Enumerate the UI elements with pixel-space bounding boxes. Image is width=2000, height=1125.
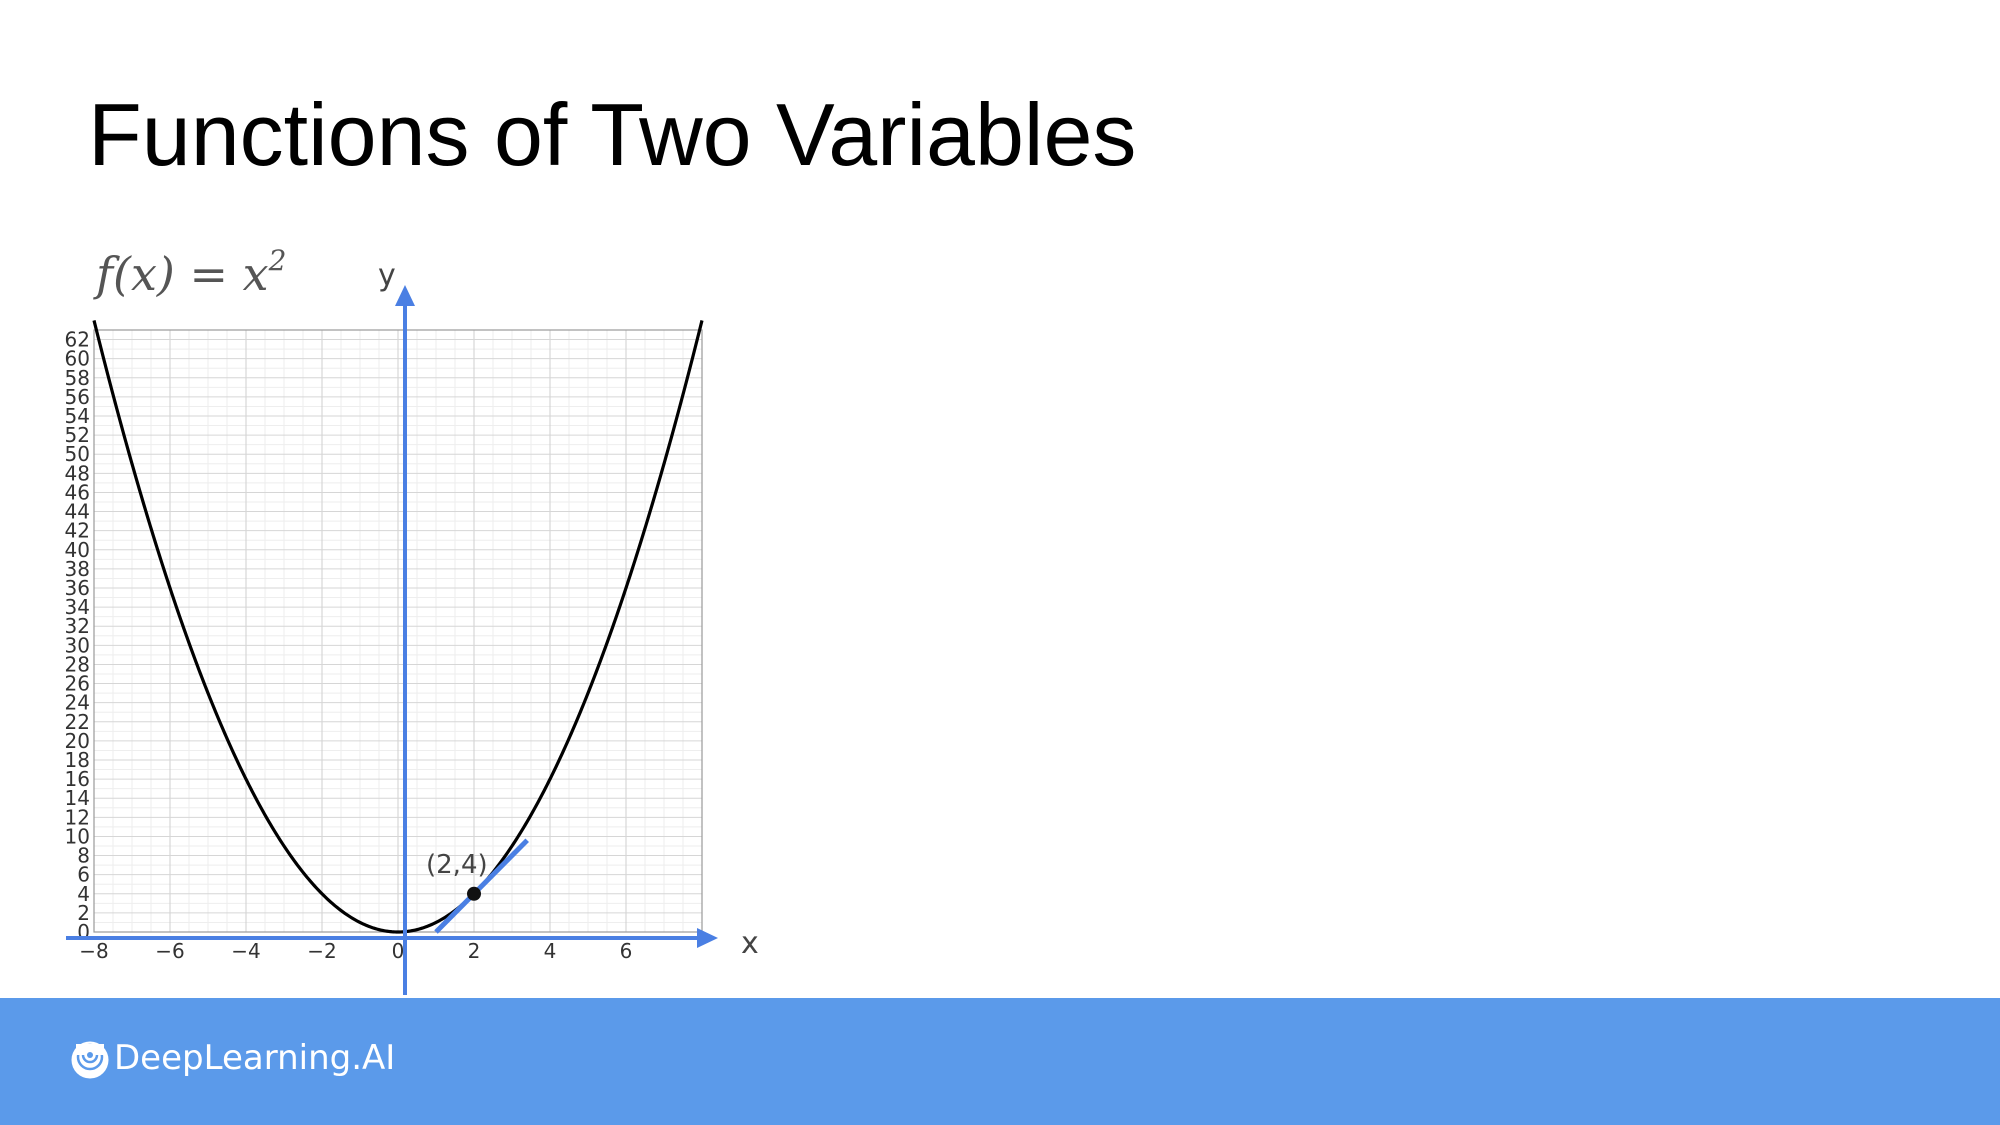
y-tick-label: 18 <box>65 748 90 772</box>
x-tick-label: −2 <box>307 939 336 963</box>
y-tick-label: 56 <box>65 385 90 409</box>
y-tick-label: 48 <box>65 461 90 485</box>
x-tick-label: −4 <box>231 939 260 963</box>
y-tick-label: 54 <box>65 404 90 428</box>
x-axis-arrowhead <box>697 928 718 948</box>
function-label-exponent: 2 <box>268 244 287 277</box>
y-tick-label: 14 <box>65 786 90 810</box>
y-tick-label: 58 <box>65 366 90 390</box>
point-label: (2,4) <box>426 850 488 880</box>
y-axis-label: y <box>378 258 396 293</box>
brand-name: DeepLearning.AI <box>114 1038 396 1078</box>
x-tick-label: −8 <box>79 939 108 963</box>
y-tick-label: 60 <box>65 347 90 371</box>
y-tick-label: 40 <box>65 538 90 562</box>
slide-title: Functions of Two Variables <box>88 85 1137 184</box>
function-label-body: (x) = x <box>113 247 269 301</box>
y-tick-label: 44 <box>65 500 90 524</box>
x-tick-label: −6 <box>155 939 184 963</box>
y-tick-label: 28 <box>65 652 90 676</box>
x-tick-labels: −8 −6 −4 −2 0 2 4 6 <box>79 939 632 963</box>
x-axis-label: x <box>741 926 759 961</box>
x-tick-label: 4 <box>544 939 557 963</box>
y-tick-label: 12 <box>65 805 90 829</box>
y-tick-label: 62 <box>65 328 90 352</box>
x-tick-label: 0 <box>392 939 405 963</box>
tangent-line <box>434 838 529 934</box>
y-tick-label: 36 <box>65 576 90 600</box>
y-tick-label: 46 <box>65 480 90 504</box>
y-tick-label: 8 <box>77 844 90 868</box>
y-tick-label: 30 <box>65 633 90 657</box>
deeplearning-logo-icon <box>71 1041 109 1079</box>
y-tick-label: 38 <box>65 557 90 581</box>
y-tick-label: 42 <box>65 519 90 543</box>
y-tick-label: 26 <box>65 672 90 696</box>
y-tick-label: 22 <box>65 710 90 734</box>
y-tick-label: 24 <box>65 691 90 715</box>
y-axis-arrowhead <box>395 285 415 306</box>
series-curve-x-squared <box>92 320 704 934</box>
x-tick-label: 6 <box>620 939 633 963</box>
x-tick-label: 2 <box>468 939 481 963</box>
y-tick-label: 4 <box>77 882 90 906</box>
data-point-2-4 <box>467 886 481 901</box>
y-tick-label: 20 <box>65 729 90 753</box>
function-label: f(x) = x2 <box>93 244 286 301</box>
y-tick-label: 32 <box>65 614 90 638</box>
chart: f(x) = x2 024681012141618202224262830323… <box>65 244 759 995</box>
y-tick-label: 52 <box>65 423 90 447</box>
y-tick-label: 16 <box>65 767 90 791</box>
y-tick-label: 6 <box>77 863 90 887</box>
y-tick-label: 10 <box>65 824 90 848</box>
y-tick-labels: 0246810121416182022242628303234363840424… <box>65 328 90 944</box>
y-tick-label: 34 <box>65 595 90 619</box>
footer-bar: DeepLearning.AI <box>0 998 2000 1125</box>
y-tick-label: 50 <box>65 442 90 466</box>
grid-minor <box>94 329 702 932</box>
y-tick-label: 2 <box>77 901 90 925</box>
